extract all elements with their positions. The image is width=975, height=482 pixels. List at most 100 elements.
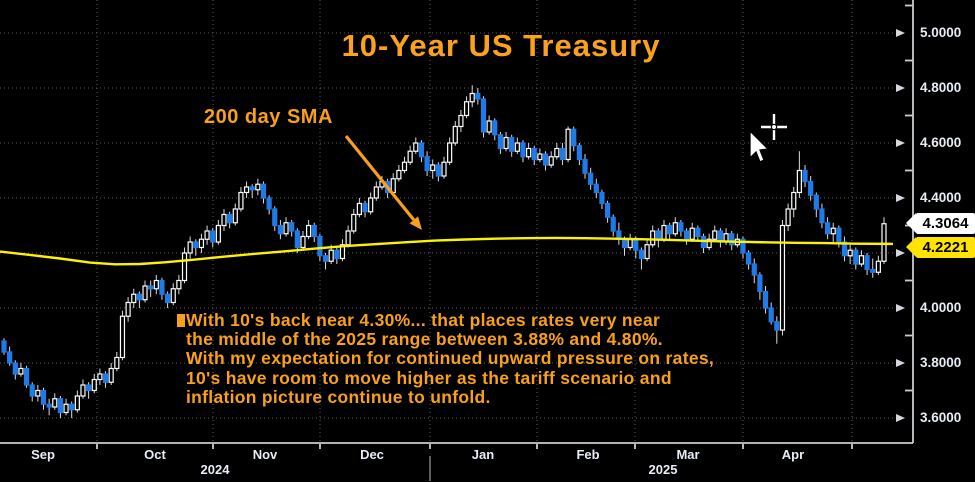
up-candle (351, 213, 357, 232)
up-candle (458, 114, 464, 128)
tick-arrow-icon (896, 139, 905, 147)
up-candle (91, 378, 97, 392)
down-candle (746, 252, 752, 265)
down-candle (46, 403, 52, 408)
down-candle (813, 194, 819, 210)
down-candle (40, 389, 47, 405)
up-candle (672, 222, 678, 235)
up-candle (204, 230, 210, 240)
down-candle (762, 290, 769, 309)
down-candle (7, 351, 13, 364)
up-candle (142, 285, 148, 301)
month-label: Dec (360, 447, 384, 462)
up-candle (80, 384, 86, 397)
down-candle (633, 238, 639, 251)
month-label: Oct (144, 447, 166, 462)
up-candle (548, 156, 554, 166)
up-candle (712, 230, 718, 240)
down-candle (260, 183, 267, 199)
up-candle (396, 169, 402, 180)
down-candle (311, 224, 317, 238)
down-candle (571, 128, 577, 147)
down-candle (424, 156, 430, 172)
y-axis-tick-label: 4.8000 (920, 80, 962, 95)
annotation-line: inflation picture continue to unfold. (186, 386, 491, 407)
up-candle (514, 142, 520, 152)
tick-arrow-icon (896, 249, 905, 257)
y-axis-tick-label: 3.6000 (920, 410, 962, 425)
down-candle (266, 197, 272, 210)
down-candle (604, 202, 611, 218)
up-candle (243, 186, 250, 194)
down-candle (148, 285, 154, 290)
up-candle (63, 403, 69, 414)
up-candle (554, 147, 560, 158)
down-candle (757, 274, 763, 293)
down-candle (774, 321, 780, 331)
down-candle (678, 222, 684, 232)
up-candle (830, 227, 836, 235)
up-candle (283, 222, 289, 235)
y-axis-tick-label: 4.0000 (920, 300, 962, 315)
up-candle (74, 395, 80, 411)
down-candle (582, 158, 588, 174)
down-candle (418, 142, 425, 158)
down-candle (480, 98, 487, 133)
down-candle (599, 191, 605, 205)
annotation-line: With my expectation for continued upward… (186, 348, 715, 369)
down-candle (808, 180, 814, 196)
month-label: Jan (471, 447, 495, 462)
down-candle (621, 238, 628, 249)
up-candle (97, 373, 103, 381)
up-candle (255, 183, 261, 191)
down-candle (802, 169, 808, 183)
up-candle (170, 288, 176, 304)
annotation-line: With 10's back near 4.30%... that places… (186, 310, 661, 330)
up-candle (706, 238, 712, 249)
down-candle (12, 362, 18, 375)
up-candle (689, 227, 695, 240)
month-label: Apr (781, 447, 805, 462)
tick-arrow-icon (896, 29, 905, 37)
up-candle (401, 161, 408, 172)
down-candle (836, 227, 842, 243)
down-candle (29, 384, 35, 397)
tick-arrow-icon (896, 194, 905, 202)
up-candle (119, 315, 126, 359)
up-candle (215, 224, 221, 243)
last-price-badge: 4.3064 (906, 213, 975, 234)
down-candle (870, 268, 876, 273)
down-candle (576, 145, 582, 161)
down-candle (210, 230, 216, 243)
down-candle (610, 216, 616, 232)
month-label: Nov (252, 447, 278, 462)
tick-arrow-icon (896, 304, 905, 312)
up-candle (18, 367, 24, 375)
up-candle (52, 398, 58, 408)
down-candle (509, 136, 515, 152)
down-candle (435, 164, 441, 177)
up-candle (537, 153, 543, 161)
up-candle (875, 260, 881, 273)
up-candle (469, 92, 475, 103)
down-candle (497, 134, 504, 150)
down-candle (249, 186, 255, 191)
sma-value-badge: 4.2221 (906, 237, 975, 258)
year-label: 2025 (648, 462, 678, 477)
down-candle (819, 208, 825, 224)
month-label: Feb (576, 447, 600, 462)
up-candle (627, 238, 633, 249)
up-candle (463, 101, 470, 117)
up-candle (238, 191, 244, 210)
up-candle (368, 197, 374, 213)
down-candle (695, 227, 701, 238)
down-candle (492, 120, 498, 136)
tick-arrow-icon (896, 359, 905, 367)
up-candle (447, 142, 453, 163)
crosshair-center-icon (770, 123, 778, 131)
analyst-annotation: With 10's back near 4.30%... that places… (177, 310, 715, 407)
tick-arrow-icon (896, 414, 905, 422)
down-candle (1, 340, 7, 353)
down-candle (334, 249, 340, 260)
